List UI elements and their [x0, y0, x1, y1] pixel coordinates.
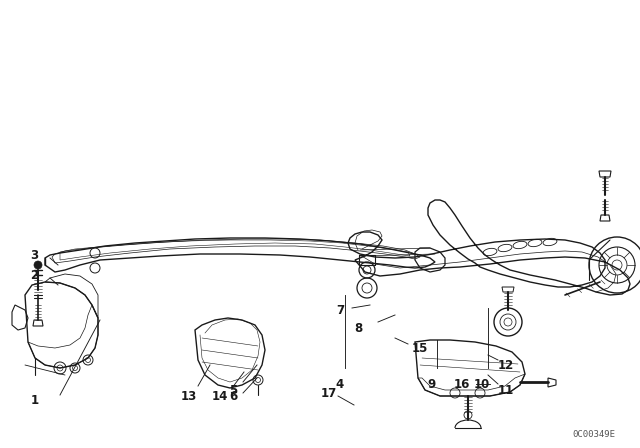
- Text: 5: 5: [229, 383, 237, 396]
- Text: 2: 2: [30, 268, 38, 281]
- Text: 1: 1: [31, 393, 39, 406]
- Text: 10: 10: [474, 378, 490, 391]
- Text: 0C00349E: 0C00349E: [572, 430, 615, 439]
- Text: 9: 9: [428, 378, 436, 391]
- Text: 11: 11: [498, 383, 514, 396]
- Text: 15: 15: [412, 341, 428, 354]
- Text: 16: 16: [454, 378, 470, 391]
- Text: 14: 14: [212, 389, 228, 402]
- Text: 8: 8: [354, 322, 362, 335]
- Text: 13: 13: [181, 389, 197, 402]
- Text: 12: 12: [498, 358, 514, 371]
- Text: 7: 7: [336, 303, 344, 316]
- Circle shape: [34, 261, 42, 269]
- Text: 4: 4: [336, 378, 344, 391]
- Text: 6: 6: [229, 389, 237, 402]
- Text: 17: 17: [321, 387, 337, 400]
- Text: 3: 3: [30, 249, 38, 262]
